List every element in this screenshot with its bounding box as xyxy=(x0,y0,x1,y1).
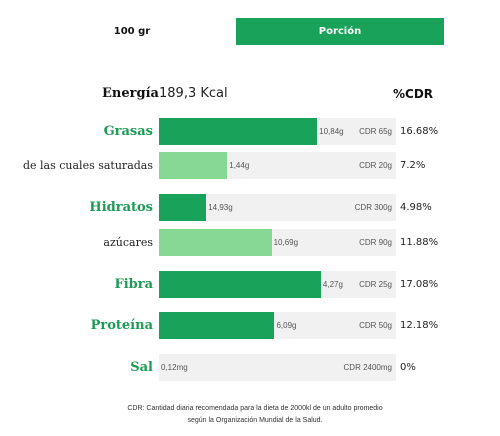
nutrient-cdr: CDR 300g xyxy=(354,203,392,212)
nutrient-row-salt: Sal 0,12mg CDR 2400mg 0% xyxy=(0,354,500,381)
nutrient-amount: 1,44g xyxy=(229,161,250,170)
nutrient-percent: 4.98% xyxy=(400,202,432,213)
nutrient-row-sugars: azúcares 10,69g CDR 90g 11.88% xyxy=(0,229,500,256)
nutrient-label: Hidratos xyxy=(89,200,153,215)
footnote-line-1: CDR: Cantidad diaria recomendada para la… xyxy=(127,405,383,412)
nutrient-cdr: CDR 50g xyxy=(359,321,392,330)
nutrient-bar-fill xyxy=(159,118,318,145)
portion-tabs: 100 gr Porción xyxy=(28,18,444,45)
nutrient-bar-fill xyxy=(159,152,228,179)
nutrient-cdr: CDR 65g xyxy=(359,127,392,136)
nutrient-bar-fill xyxy=(159,229,272,256)
nutrient-row-fat: Grasas 10,84g CDR 65g 16.68% xyxy=(0,118,500,145)
nutrient-row-protein: Proteína 6,09g CDR 50g 12.18% xyxy=(0,312,500,339)
nutrient-bar-fill xyxy=(159,312,275,339)
tab-portion[interactable]: Porción xyxy=(236,18,444,45)
nutrient-percent: 12.18% xyxy=(400,320,439,331)
nutrient-amount: 4,27g xyxy=(322,280,343,289)
energy-label: Energía xyxy=(102,86,159,101)
nutrient-bar-track: 0,12mg CDR 2400mg xyxy=(159,354,396,381)
nutrient-amount: 10,69g xyxy=(273,238,299,247)
footnote-line-2: según la Organización Mundial de la Salu… xyxy=(187,417,323,424)
nutrient-row-fiber: Fibra 4,27g CDR 25g 17.08% xyxy=(0,271,500,298)
nutrient-label: de las cuales saturadas xyxy=(22,159,153,172)
nutrient-bar-fill xyxy=(159,194,207,221)
nutrient-bar-track: 10,69g CDR 90g xyxy=(159,229,396,256)
nutrient-label: azúcares xyxy=(103,236,153,249)
nutrient-amount: 14,93g xyxy=(208,203,233,212)
nutrient-bar-track: 4,27g CDR 25g xyxy=(159,271,396,298)
nutrient-label: Sal xyxy=(130,360,153,375)
nutrient-cdr: CDR 90g xyxy=(359,238,392,247)
nutrient-label: Fibra xyxy=(114,277,153,292)
nutrient-label: Proteína xyxy=(90,318,153,333)
nutrient-label: Grasas xyxy=(103,124,153,139)
energy-value: 189,3 Kcal xyxy=(159,86,228,101)
nutrient-row-saturated: de las cuales saturadas 1,44g CDR 20g 7.… xyxy=(0,152,500,179)
nutrient-percent: 11.88% xyxy=(400,237,439,248)
tab-100-gr[interactable]: 100 gr xyxy=(113,26,151,37)
nutrient-amount: 6,09g xyxy=(276,321,297,330)
nutrient-bar-track: 1,44g CDR 20g xyxy=(159,152,396,179)
nutrient-cdr: CDR 2400mg xyxy=(343,363,392,372)
nutrient-percent: 16.68% xyxy=(400,126,439,137)
nutrient-percent: 7.2% xyxy=(400,160,426,171)
nutrient-amount: 10,84g xyxy=(319,127,344,136)
nutrient-bar-track: 10,84g CDR 65g xyxy=(159,118,396,145)
nutrient-percent: 0% xyxy=(400,362,416,373)
nutrient-amount: 0,12mg xyxy=(161,363,188,372)
nutrient-bar-fill xyxy=(159,271,321,298)
cdr-percent-header: %CDR xyxy=(393,87,434,101)
nutrient-cdr: CDR 20g xyxy=(359,161,392,170)
cdr-footnote: CDR: Cantidad diaria recomendada para la… xyxy=(60,403,450,427)
nutrient-percent: 17.08% xyxy=(400,279,439,290)
nutrient-bar-track: 6,09g CDR 50g xyxy=(159,312,396,339)
nutrient-cdr: CDR 25g xyxy=(359,280,392,289)
nutrient-row-carbs: Hidratos 14,93g CDR 300g 4.98% xyxy=(0,194,500,221)
nutrient-bar-track: 14,93g CDR 300g xyxy=(159,194,396,221)
